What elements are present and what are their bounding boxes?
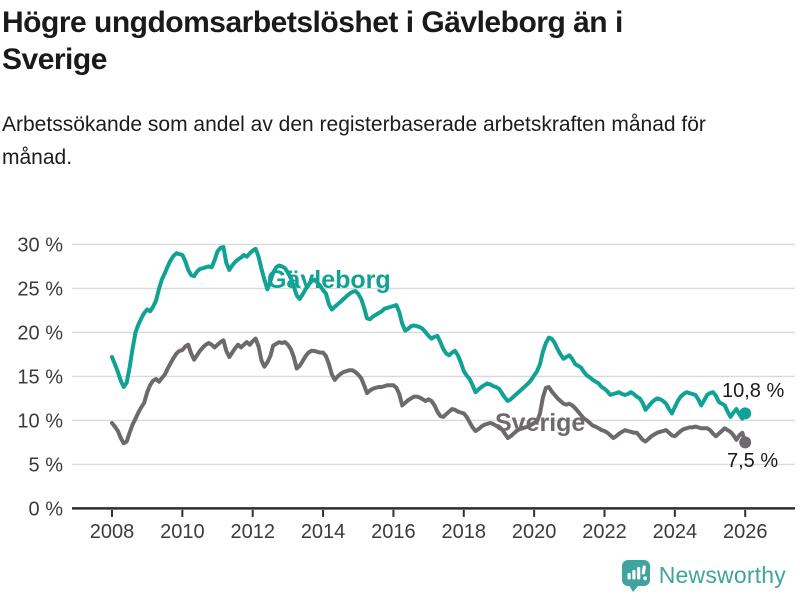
- chart-subtitle: Arbetssökande som andel av den registerb…: [2, 113, 706, 169]
- x-axis-tick-label: 2016: [371, 521, 416, 543]
- x-axis-tick-label: 2018: [442, 521, 487, 543]
- y-axis-tick-label: 10 %: [17, 410, 63, 432]
- newsworthy-logo[interactable]: Newsworthy: [621, 559, 786, 592]
- bar-chart-speech-bubble-icon: [621, 560, 650, 592]
- series-label-gavleborg: Gävleborg: [267, 266, 391, 294]
- x-axis-tick-label: 2020: [512, 521, 557, 543]
- x-axis-tick-label: 2008: [90, 521, 135, 543]
- x-axis-tick-label: 2024: [653, 521, 698, 543]
- end-value-label-sverige: 7,5 %: [727, 450, 778, 472]
- chart-series: [110, 245, 752, 449]
- x-axis-tick-label: 2012: [230, 521, 275, 543]
- brand-name: Newsworthy: [658, 562, 786, 588]
- chart-grid: 0 % 5 % 10 % 15 % 20 % 25 % 30 % 2008 2010 2012 20…: [17, 234, 795, 543]
- x-axis-tick-label: 2010: [160, 521, 205, 543]
- end-value-label-gavleborg: 10,8 %: [722, 380, 784, 402]
- y-axis-tick-label: 30 %: [17, 234, 63, 256]
- series-end-dot-sverige: [739, 436, 752, 449]
- y-axis-tick-label: 25 %: [17, 278, 63, 300]
- y-axis-tick-label: 20 %: [17, 322, 63, 344]
- series-end-dot-gavleborg: [739, 407, 752, 420]
- x-axis-tick-label: 2022: [582, 521, 627, 543]
- series-line-gavleborg: [110, 245, 748, 421]
- series-label-sverige: Sverige: [495, 409, 585, 437]
- series-line-sverige: [110, 336, 748, 446]
- y-axis-tick-label: 5 %: [29, 454, 64, 476]
- x-axis-tick-label: 2014: [301, 521, 346, 543]
- page-title: Högre ungdomsarbetslöshet i Gävleborg än…: [2, 6, 623, 76]
- y-axis-tick-label: 0 %: [29, 498, 64, 520]
- y-axis-tick-label: 15 %: [17, 366, 63, 388]
- x-axis-tick-label: 2026: [723, 521, 768, 543]
